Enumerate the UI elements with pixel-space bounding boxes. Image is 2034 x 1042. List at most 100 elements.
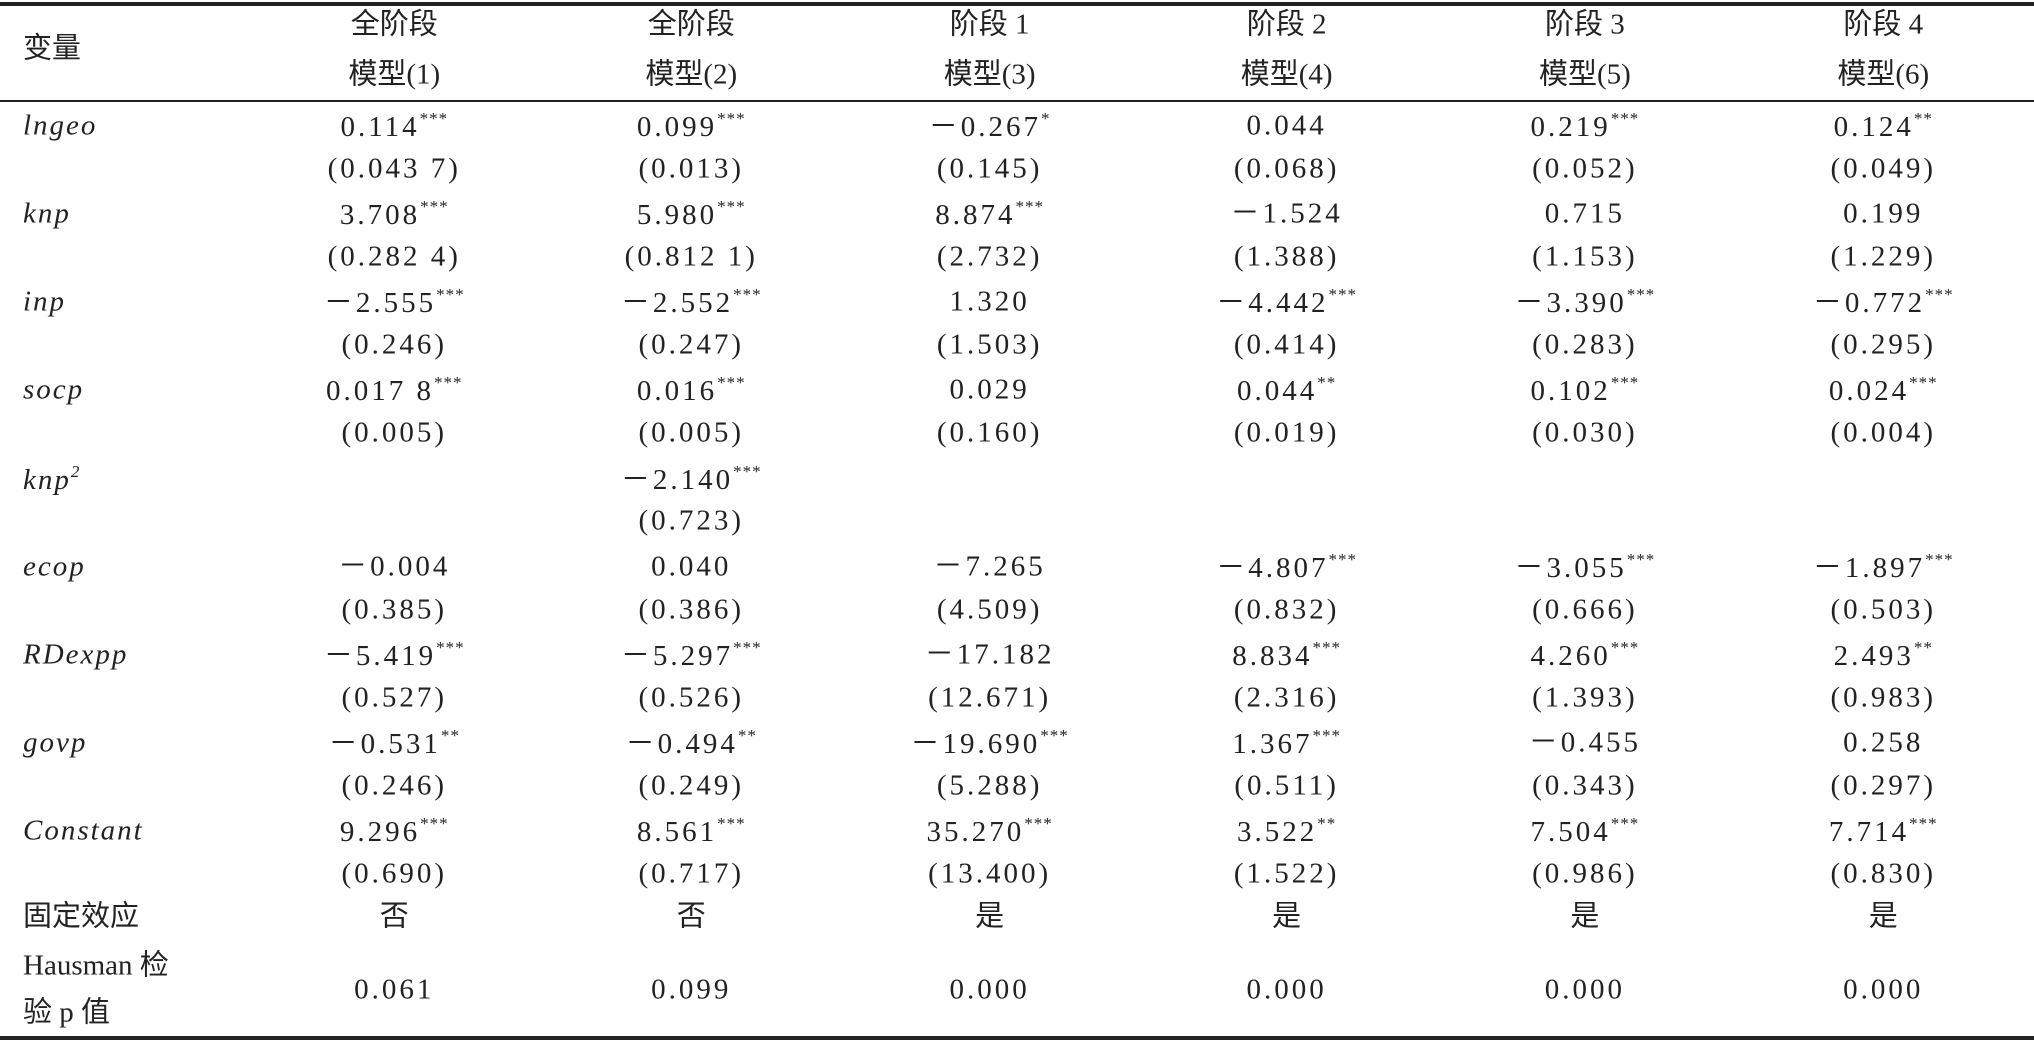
significance-stars: ** — [1913, 637, 1933, 657]
coefficient-value: －1.524 — [1230, 197, 1343, 230]
coefficient: 0.024*** — [1829, 374, 1938, 406]
coefficient: 0.258 — [1843, 726, 1924, 759]
coefficient: －0.494** — [626, 727, 757, 759]
coefficient: －5.297*** — [621, 639, 762, 671]
coefficient: 35.270*** — [926, 815, 1052, 847]
column-model: 模型(5) — [1539, 58, 1631, 91]
coefficient: 0.715 — [1544, 197, 1626, 230]
variable-name: knp2 — [23, 461, 81, 496]
standard-error: (0.249) — [638, 769, 745, 802]
coefficient-value: －0.494 — [625, 728, 738, 761]
significance-stars: *** — [1328, 549, 1357, 569]
coefficient: －4.442*** — [1216, 286, 1357, 318]
standard-error: (5.288) — [936, 769, 1043, 802]
coefficient-value: 8.561 — [636, 816, 718, 849]
standard-error: (0.511) — [1234, 769, 1339, 802]
coefficient: －0.267* — [929, 110, 1051, 142]
header-rule — [0, 100, 2034, 102]
significance-stars: *** — [1328, 285, 1357, 305]
significance-stars: *** — [1610, 373, 1640, 393]
coefficient-value: －0.267 — [928, 110, 1041, 143]
coefficient: 9.296*** — [340, 815, 449, 847]
coefficient-value: －2.555 — [323, 287, 437, 320]
significance-stars: *** — [420, 197, 449, 216]
standard-error: (0.526) — [638, 681, 745, 714]
coefficient-value: －4.807 — [1216, 551, 1329, 584]
hausman-label: Hausman 检 — [23, 949, 169, 982]
coefficient-value: －4.442 — [1216, 287, 1329, 320]
coefficient-value: 7.504 — [1530, 816, 1611, 849]
standard-error: (0.160) — [936, 416, 1043, 449]
coefficient-value: 4.260 — [1530, 639, 1611, 672]
significance-stars: *** — [1610, 637, 1640, 657]
standard-error: (0.005) — [638, 416, 745, 449]
standard-error: (0.983) — [1830, 681, 1937, 714]
standard-error: (0.052) — [1532, 152, 1638, 185]
standard-error: (0.723) — [638, 504, 745, 537]
coefficient: 7.504*** — [1531, 815, 1640, 847]
standard-error: (0.717) — [638, 857, 745, 890]
coefficient: 8.561*** — [637, 815, 746, 847]
significance-stars: *** — [1312, 637, 1341, 657]
coefficient: 0.040 — [651, 552, 731, 581]
coefficient-value: 0.044 — [1246, 109, 1327, 142]
standard-error: (0.385) — [341, 593, 448, 626]
coefficient: －17.182 — [925, 640, 1055, 669]
coefficient: 0.114*** — [340, 110, 448, 142]
coefficient-value: －19.690 — [910, 728, 1041, 761]
significance-stars: *** — [717, 373, 746, 393]
standard-error: (0.503) — [1830, 593, 1937, 626]
significance-stars: *** — [733, 637, 762, 657]
significance-stars: *** — [1626, 549, 1656, 569]
coefficient-value: 0.124 — [1833, 110, 1914, 143]
significance-stars: *** — [1925, 285, 1954, 305]
standard-error: (0.527) — [341, 681, 448, 714]
significance-stars: *** — [733, 461, 762, 481]
coefficient: －2.140*** — [621, 463, 762, 495]
standard-error: (1.522) — [1233, 857, 1340, 890]
coefficient-value: 0.258 — [1843, 726, 1924, 759]
coefficient: －0.531** — [329, 727, 460, 759]
coefficient: 8.834*** — [1232, 639, 1341, 671]
variable-name: govp — [23, 726, 88, 759]
coefficient: 0.099*** — [637, 110, 746, 142]
standard-error: (0.414) — [1233, 328, 1340, 361]
variable-name: lngeo — [23, 109, 98, 142]
hausman-value: 0.000 — [949, 973, 1030, 1006]
coefficient: －1.897*** — [1813, 551, 1954, 583]
fixed-effects-value: 是 — [1272, 900, 1302, 933]
coefficient-value: －0.772 — [1812, 287, 1926, 320]
significance-stars: *** — [1909, 814, 1938, 834]
significance-stars: *** — [1909, 373, 1938, 393]
standard-error: (0.297) — [1830, 769, 1937, 802]
coefficient: 2.493** — [1834, 639, 1933, 671]
significance-stars: *** — [1024, 814, 1053, 834]
column-model: 模型(4) — [1240, 58, 1333, 91]
standard-error: (0.812 1) — [624, 240, 758, 273]
coefficient-value: 0.715 — [1544, 197, 1626, 230]
standard-error: (0.283) — [1532, 328, 1638, 361]
column-model: 模型(6) — [1837, 58, 1930, 91]
standard-error: (12.671) — [928, 681, 1052, 714]
variable-name: ecop — [23, 550, 86, 583]
significance-stars: *** — [436, 637, 465, 657]
coefficient: 0.017 8*** — [326, 374, 463, 406]
standard-error: (0.019) — [1233, 416, 1340, 449]
variable-superscript: 2 — [70, 461, 81, 481]
significance-stars: *** — [717, 814, 746, 834]
coefficient-value: 35.270 — [926, 816, 1025, 849]
significance-stars: *** — [733, 285, 762, 305]
significance-stars: * — [1040, 108, 1051, 128]
significance-stars: ** — [737, 726, 757, 746]
standard-error: (0.690) — [341, 857, 448, 890]
coefficient-value: 0.114 — [340, 110, 420, 143]
bottom-rule — [0, 1036, 2034, 1040]
coefficient: 8.874*** — [935, 198, 1044, 230]
fixed-effects-value: 是 — [1868, 900, 1898, 933]
coefficient: 1.367*** — [1232, 727, 1341, 759]
standard-error: (2.732) — [936, 240, 1043, 273]
standard-error: (0.005) — [341, 416, 448, 449]
coefficient-value: －0.455 — [1528, 726, 1642, 759]
coefficient: －7.265 — [933, 552, 1045, 581]
hausman-value: 0.000 — [1246, 973, 1327, 1006]
